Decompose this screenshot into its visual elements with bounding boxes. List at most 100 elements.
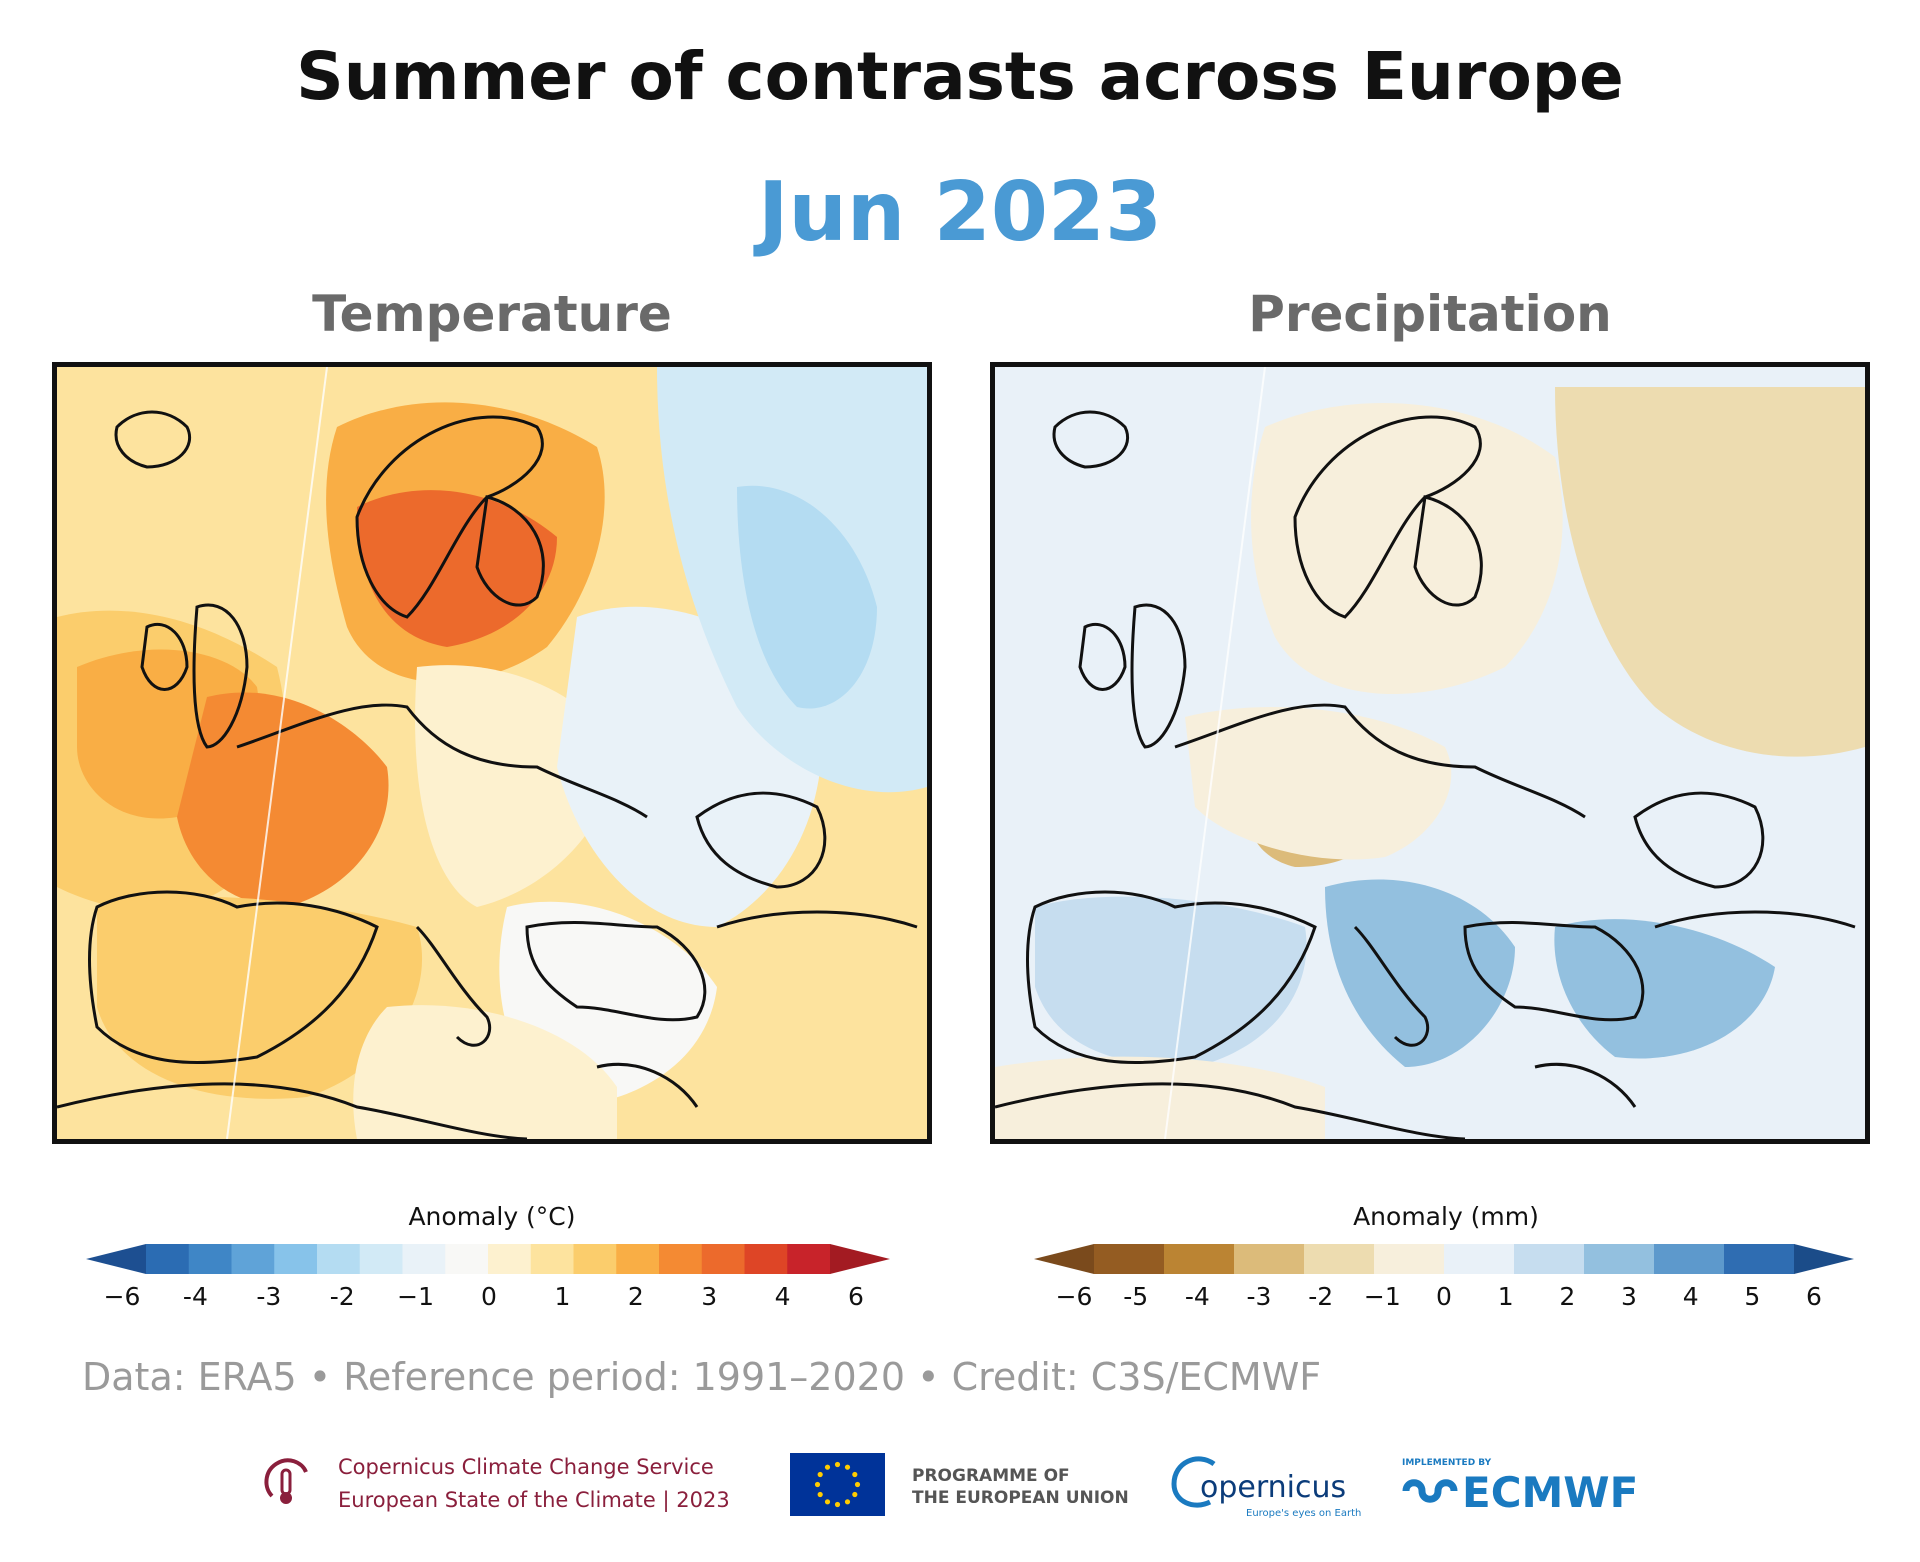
precipitation-colorbar-swatch bbox=[1164, 1244, 1235, 1274]
temperature-legend-tick: −1 bbox=[397, 1282, 435, 1311]
c3s-thermometer-icon bbox=[262, 1452, 310, 1508]
temperature-colorbar-min-arrow bbox=[86, 1244, 146, 1274]
temperature-legend-tick: -2 bbox=[329, 1282, 355, 1311]
eu-flag-star bbox=[844, 1464, 851, 1470]
c3s-report: European State of the Climate | 2023 bbox=[338, 1488, 730, 1512]
ecmwf-wordmark: ECMWF bbox=[1462, 1468, 1639, 1517]
region-russia bbox=[1555, 387, 1865, 757]
temperature-colorbar-swatch bbox=[488, 1244, 532, 1274]
precipitation-legend-tick: -3 bbox=[1246, 1282, 1272, 1311]
temperature-legend-tick: −6 bbox=[103, 1282, 141, 1311]
temperature-colorbar-swatch bbox=[445, 1244, 489, 1274]
temperature-colorbar-swatch bbox=[402, 1244, 446, 1274]
temperature-legend-tick: 2 bbox=[627, 1282, 644, 1311]
precipitation-colorbar-swatch bbox=[1444, 1244, 1515, 1274]
region-iberia bbox=[97, 896, 423, 1099]
precipitation-colorbar-min-arrow bbox=[1034, 1244, 1094, 1274]
eu-flag-star bbox=[824, 1464, 831, 1470]
data-credit-line: Data: ERA5 • Reference period: 1991–2020… bbox=[82, 1355, 1322, 1399]
temperature-legend-tick: 1 bbox=[554, 1282, 571, 1311]
precipitation-legend-tick: 1 bbox=[1497, 1282, 1514, 1311]
coastlines-precip bbox=[995, 410, 1856, 1139]
precipitation-colorbar-swatch bbox=[1234, 1244, 1305, 1274]
precipitation-colorbar-swatch bbox=[1094, 1244, 1165, 1274]
temperature-colorbar-swatch bbox=[744, 1244, 788, 1274]
region-turkey bbox=[1554, 919, 1775, 1059]
eu-flag-star bbox=[814, 1481, 821, 1488]
eu-flag-star bbox=[824, 1499, 831, 1505]
precipitation-legend-tick: 4 bbox=[1682, 1282, 1699, 1311]
copernicus-tagline: Europe's eyes on Earth bbox=[1246, 1508, 1362, 1519]
temperature-legend-tick: 0 bbox=[481, 1282, 497, 1311]
temperature-legend-tick: -4 bbox=[182, 1282, 208, 1311]
precipitation-legend-tick: 5 bbox=[1744, 1282, 1761, 1311]
ecmwf-waves-icon bbox=[1402, 1474, 1460, 1508]
precipitation-anomaly-map bbox=[990, 362, 1870, 1144]
temperature-colorbar-swatch bbox=[616, 1244, 660, 1274]
precipitation-legend-label: Anomaly (mm) bbox=[1353, 1202, 1539, 1231]
region-mediterranean bbox=[353, 1005, 617, 1139]
precipitation-legend-tick: −1 bbox=[1363, 1282, 1401, 1311]
temperature-colorbar-swatch bbox=[659, 1244, 703, 1274]
temperature-colorbar-swatch bbox=[359, 1244, 403, 1274]
temperature-colorbar-swatch bbox=[530, 1244, 574, 1274]
eu-programme-line2: THE EUROPEAN UNION bbox=[912, 1488, 1129, 1508]
precipitation-legend-tick: 3 bbox=[1621, 1282, 1637, 1311]
precipitation-legend-tick: 6 bbox=[1806, 1282, 1822, 1311]
eu-flag-star bbox=[854, 1481, 861, 1488]
precipitation-colorbar-swatch bbox=[1304, 1244, 1375, 1274]
main-title: Summer of contrasts across Europe bbox=[296, 38, 1624, 115]
region-scandinavia bbox=[1251, 403, 1563, 695]
precipitation-colorbar-max-arrow bbox=[1794, 1244, 1854, 1274]
precipitation-legend-tick: -4 bbox=[1184, 1282, 1210, 1311]
temperature-legend-tick: 6 bbox=[848, 1282, 864, 1311]
precipitation-colorbar-swatch bbox=[1514, 1244, 1585, 1274]
temperature-colorbar-swatch bbox=[188, 1244, 232, 1274]
precipitation-colorbar-swatch bbox=[1724, 1244, 1795, 1274]
copernicus-c-icon bbox=[1168, 1452, 1228, 1512]
temperature-panel-title: Temperature bbox=[312, 285, 672, 343]
copernicus-wordmark: opernicus bbox=[1200, 1470, 1347, 1505]
temperature-colorbar-swatch bbox=[787, 1244, 831, 1274]
eu-flag-star bbox=[852, 1471, 858, 1478]
precipitation-legend-tick: -5 bbox=[1123, 1282, 1149, 1311]
eu-flag-star bbox=[834, 1461, 841, 1468]
precipitation-colorbar-swatch bbox=[1654, 1244, 1725, 1274]
temperature-legend-tick: 4 bbox=[774, 1282, 791, 1311]
precipitation-legend-tick: -2 bbox=[1308, 1282, 1334, 1311]
temperature-colorbar-swatch bbox=[701, 1244, 745, 1274]
eu-flag-star bbox=[852, 1491, 858, 1498]
temperature-colorbar-swatch bbox=[274, 1244, 318, 1274]
temperature-colorbar-swatch bbox=[231, 1244, 275, 1274]
temperature-colorbar-max-arrow bbox=[830, 1244, 890, 1274]
temperature-colorbar-swatch bbox=[146, 1244, 190, 1274]
precipitation-colorbar-swatch bbox=[1584, 1244, 1655, 1274]
temperature-colorbar-swatch bbox=[573, 1244, 617, 1274]
eu-flag-star bbox=[817, 1471, 823, 1478]
precipitation-colorbar-swatch bbox=[1374, 1244, 1445, 1274]
temperature-legend-tick: -3 bbox=[256, 1282, 282, 1311]
precipitation-legend-tick: −6 bbox=[1055, 1282, 1093, 1311]
precipitation-panel-title: Precipitation bbox=[1248, 285, 1612, 343]
precipitation-legend-tick: 2 bbox=[1559, 1282, 1576, 1311]
eu-flag-icon bbox=[790, 1453, 885, 1516]
temperature-colorbar bbox=[86, 1244, 890, 1274]
temperature-legend-tick: 3 bbox=[701, 1282, 718, 1311]
temperature-legend-label: Anomaly (°C) bbox=[408, 1202, 576, 1231]
c3s-name: Copernicus Climate Change Service bbox=[338, 1455, 714, 1479]
precipitation-legend-tick: 0 bbox=[1436, 1282, 1452, 1311]
region-scandinavia-core bbox=[357, 490, 557, 647]
eu-programme-line1: PROGRAMME OF bbox=[912, 1466, 1070, 1486]
region-france-uk bbox=[177, 692, 389, 907]
temperature-anomaly-map bbox=[52, 362, 932, 1144]
eu-flag-star bbox=[817, 1491, 823, 1498]
region-north-africa bbox=[995, 1056, 1325, 1139]
region-iberia bbox=[1035, 896, 1307, 1067]
precipitation-colorbar bbox=[1034, 1244, 1854, 1274]
eu-flag-star bbox=[844, 1499, 851, 1505]
temperature-colorbar-swatch bbox=[317, 1244, 361, 1274]
eu-flag-star bbox=[834, 1501, 841, 1508]
coastlines bbox=[57, 410, 918, 1139]
region-russia-cool bbox=[737, 485, 877, 709]
ecmwf-implemented-by: IMPLEMENTED BY bbox=[1402, 1458, 1492, 1468]
